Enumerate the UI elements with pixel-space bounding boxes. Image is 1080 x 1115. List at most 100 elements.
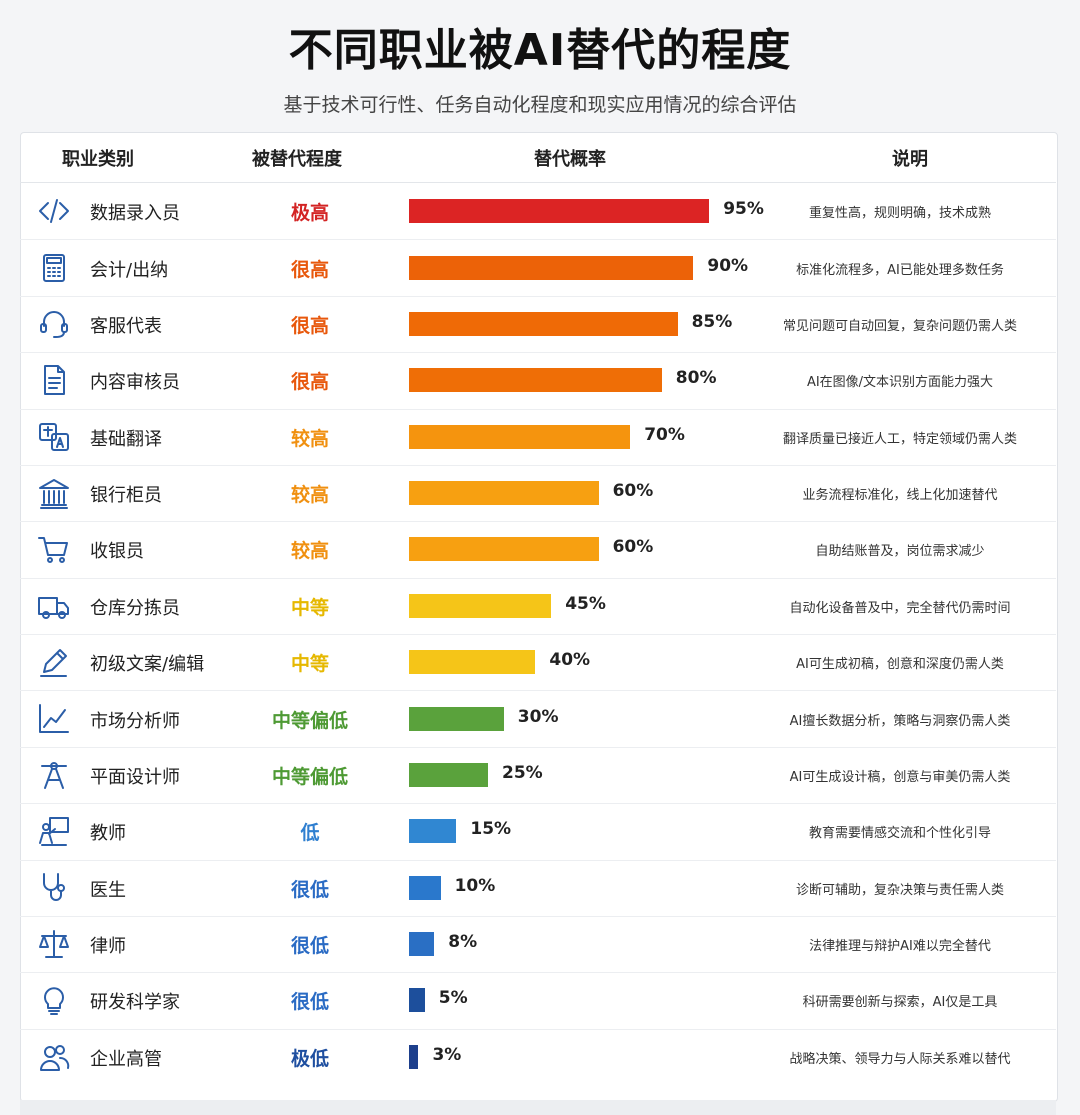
header-level: 被替代程度 <box>252 149 342 170</box>
probability-label: 3% <box>432 1044 462 1065</box>
occupation-note: 教育需要情感交流和个性化引导 <box>808 826 991 842</box>
probability-label: 70% <box>644 424 685 445</box>
probability-label: 60% <box>612 481 654 502</box>
headset-icon <box>36 306 72 342</box>
probability-label: 10% <box>454 875 496 896</box>
probability-bar <box>409 593 552 618</box>
probability-bar <box>409 255 694 280</box>
probability-bar <box>409 988 425 1013</box>
replacement-level: 较高 <box>290 427 329 450</box>
table-row: 律师 很低 8% 法律推理与辩护AI难以完全替代 <box>20 916 1056 974</box>
table-row: 客服代表 很高 85% 常见问题可自动回复，复杂问题仍需人类 <box>20 296 1056 354</box>
occupation-note: AI可生成设计稿，创意与审美仍需人类 <box>789 769 1011 785</box>
replacement-level: 中等偏低 <box>271 709 348 732</box>
occupation-name: 企业高管 <box>90 1048 162 1070</box>
occupation-note: 战略决策、领导力与人际关系难以替代 <box>789 1051 1011 1067</box>
occupation-note: 科研需要创新与探索，AI仅是工具 <box>802 995 998 1011</box>
design-tool-icon <box>36 757 72 793</box>
table-row: 会计/出纳 很高 90% 标准化流程多，AI已能处理多数任务 <box>20 239 1056 297</box>
probability-bar <box>409 762 488 787</box>
table-row: 数据录入员 极高 95% 重复性高，规则明确，技术成熟 <box>20 183 1056 241</box>
occupation-name: 平面设计师 <box>90 766 180 788</box>
probability-bar <box>409 932 435 957</box>
occupation-note: 常见问题可自动回复，复杂问题仍需人类 <box>782 318 1017 334</box>
replacement-level: 极高 <box>290 202 329 225</box>
people-icon <box>36 1039 72 1075</box>
occupation-name: 客服代表 <box>90 315 162 337</box>
occupation-note: 标准化流程多，AI已能处理多数任务 <box>796 262 1004 278</box>
header-probability: 替代概率 <box>534 149 606 170</box>
probability-label: 45% <box>565 593 606 614</box>
probability-bar <box>409 537 599 562</box>
occupation-name: 研发科学家 <box>90 992 180 1014</box>
replacement-level: 极低 <box>290 1047 329 1070</box>
page-subtitle: 基于技术可行性、任务自动化程度和现实应用情况的综合评估 <box>283 94 797 116</box>
occupation-note: AI擅长数据分析，策略与洞察仍需人类 <box>789 713 1011 729</box>
header-occupation: 职业类别 <box>62 149 134 170</box>
table-row: 教师 低 15% 教育需要情感交流和个性化引导 <box>20 803 1056 861</box>
occupation-name: 初级文案/编辑 <box>90 654 205 676</box>
bank-icon <box>36 475 72 511</box>
probability-label: 40% <box>549 650 591 671</box>
occupation-note: 诊断可辅助，复杂决策与责任需人类 <box>795 882 1004 898</box>
probability-label: 95% <box>723 199 764 220</box>
calculator-icon <box>36 250 72 286</box>
occupation-note: 法律推理与辩护AI难以完全替代 <box>809 939 991 955</box>
table-row: 收银员 较高 60% 自助结账普及，岗位需求减少 <box>20 521 1056 579</box>
probability-label: 25% <box>502 762 543 783</box>
trend-chart-icon <box>36 701 72 737</box>
table-row: 平面设计师 中等偏低 25% AI可生成设计稿，创意与审美仍需人类 <box>20 747 1056 805</box>
teacher-icon <box>36 813 72 849</box>
probability-bar <box>409 481 599 506</box>
occupation-name: 会计/出纳 <box>90 259 169 281</box>
probability-bar <box>409 368 662 393</box>
table-row: 银行柜员 较高 60% 业务流程标准化，线上化加速替代 <box>20 465 1056 523</box>
occupation-note: 自助结账普及，岗位需求减少 <box>815 544 985 560</box>
replacement-level: 中等 <box>290 596 329 619</box>
occupation-name: 医生 <box>90 879 126 901</box>
replacement-level: 较高 <box>290 484 329 507</box>
probability-bar <box>409 199 710 224</box>
occupation-name: 数据录入员 <box>90 203 180 225</box>
translate-icon <box>36 419 72 455</box>
occupation-note: AI可生成初稿，创意和深度仍需人类 <box>796 657 1004 673</box>
occupation-name: 市场分析师 <box>90 710 180 732</box>
probability-label: 90% <box>707 255 749 276</box>
probability-label: 30% <box>517 706 559 727</box>
replacement-level: 很高 <box>290 258 329 281</box>
probability-bar <box>409 875 441 900</box>
code-icon <box>36 193 72 229</box>
occupation-note: AI在图像/文本识别方面能力强大 <box>806 375 994 391</box>
replacement-level: 很高 <box>290 371 329 394</box>
table-row: 初级文案/编辑 中等 40% AI可生成初稿，创意和深度仍需人类 <box>20 634 1056 692</box>
probability-label: 60% <box>612 537 654 558</box>
table-row: 基础翻译 较高 70% 翻译质量已接近人工，特定领域仍需人类 <box>20 409 1056 466</box>
table-row: 内容审核员 很高 80% AI在图像/文本识别方面能力强大 <box>20 352 1056 410</box>
occupation-name: 银行柜员 <box>90 485 162 507</box>
probability-label: 85% <box>691 311 733 332</box>
table-row: 市场分析师 中等偏低 30% AI擅长数据分析，策略与洞察仍需人类 <box>20 690 1056 748</box>
replacement-level: 很高 <box>290 314 329 337</box>
probability-bar <box>409 424 631 449</box>
probability-bar <box>409 311 678 336</box>
replacement-level: 中等 <box>290 653 329 676</box>
table-header: 职业类别 被替代程度 替代概率 说明 <box>20 132 1056 183</box>
replacement-level: 中等偏低 <box>271 765 348 788</box>
footer-strip <box>20 1100 1056 1115</box>
occupation-name: 内容审核员 <box>90 372 180 394</box>
occupation-name: 基础翻译 <box>90 428 162 450</box>
replacement-level: 低 <box>300 822 320 845</box>
occupation-name: 收银员 <box>90 541 144 563</box>
probability-label: 15% <box>470 819 512 840</box>
pen-icon <box>36 644 72 680</box>
replacement-level: 很低 <box>290 935 329 958</box>
occupation-note: 重复性高，规则明确，技术成熟 <box>808 206 991 222</box>
probability-bar <box>409 819 457 844</box>
table-row: 医生 很低 10% 诊断可辅助，复杂决策与责任需人类 <box>20 860 1056 917</box>
probability-label: 8% <box>448 932 478 953</box>
document-icon <box>36 362 72 398</box>
lightbulb-icon <box>36 982 72 1018</box>
occupation-note: 业务流程标准化，线上化加速替代 <box>802 488 998 504</box>
probability-bar <box>409 650 536 675</box>
